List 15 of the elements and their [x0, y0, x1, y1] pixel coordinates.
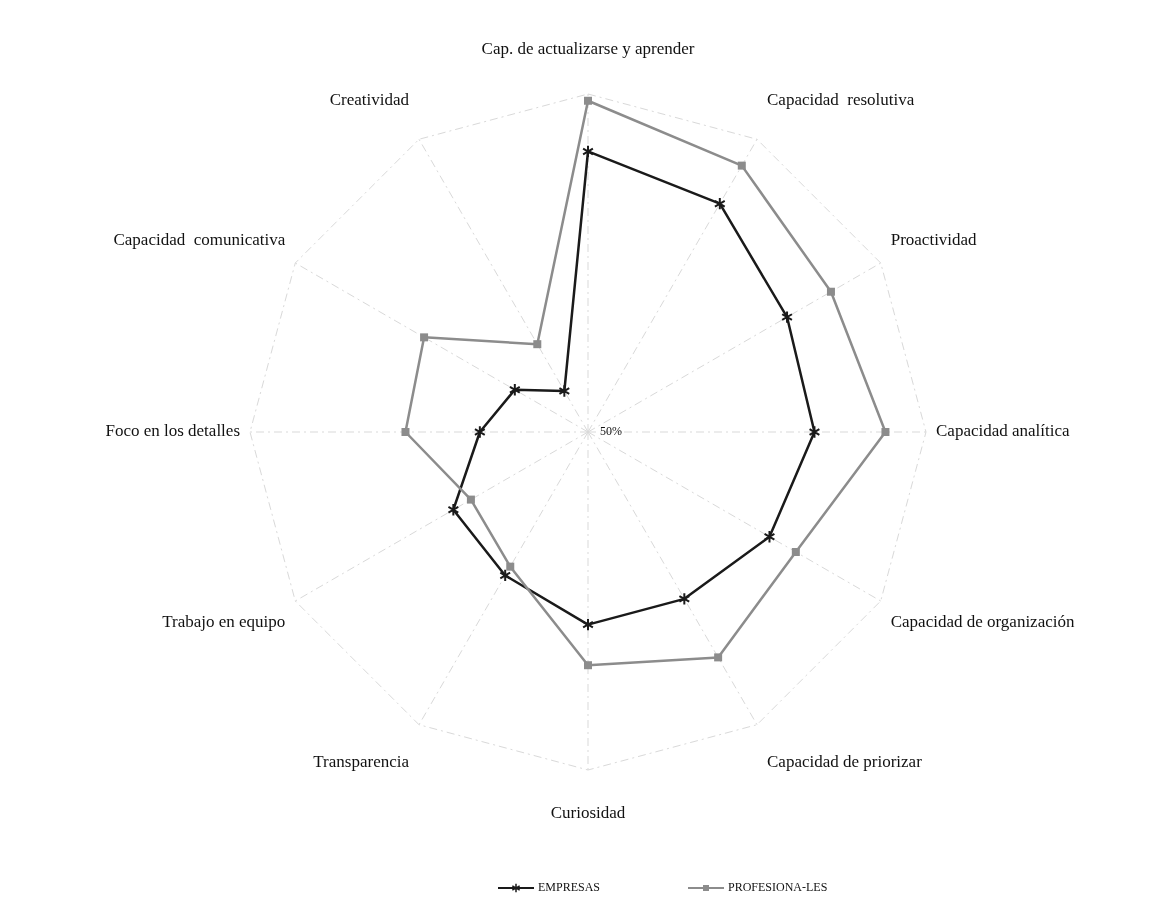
spoke-label: Capacidad de priorizar: [767, 751, 923, 771]
spoke-label: Trabajo en equipo: [162, 611, 286, 631]
spoke-label: Capacidad resolutiva: [767, 90, 915, 110]
spoke-label: Proactividad: [890, 229, 978, 249]
spoke-label: Capacidad analítica: [936, 420, 1071, 440]
spoke-label: Capacidad de organización: [890, 611, 1075, 631]
text: 50%: [600, 423, 622, 438]
legend-label: PROFESIONA-LES: [728, 879, 828, 894]
spoke-label: Transparencia: [313, 751, 410, 771]
spoke-label: Capacidad comunicativa: [113, 229, 286, 249]
spoke-label: Curiosidad: [550, 802, 626, 822]
legend-label: EMPRESAS: [538, 879, 601, 894]
spoke-label: Creatividad: [329, 90, 410, 110]
spoke-label: Cap. de actualizarse y aprender: [481, 38, 695, 58]
spoke-label: Foco en los detalles: [105, 420, 240, 440]
